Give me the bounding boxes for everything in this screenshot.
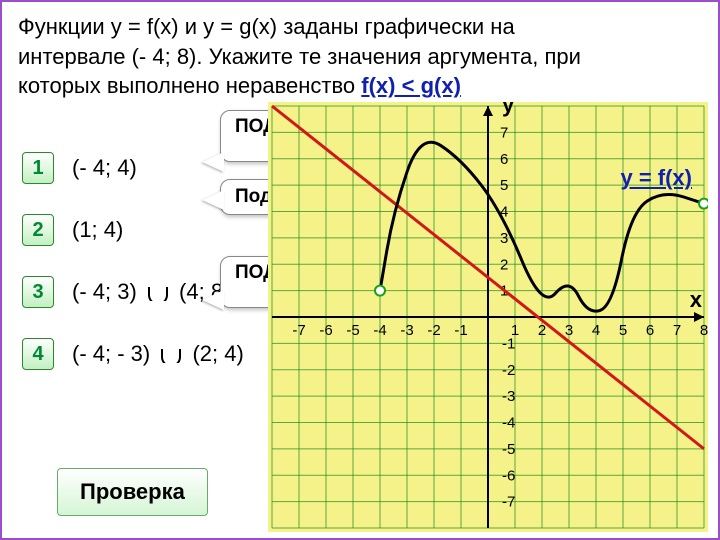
option-4[interactable]: 4 (- 4; - 3) (2; 4): [22, 338, 244, 370]
svg-text:7: 7: [673, 322, 681, 339]
svg-text:-4: -4: [373, 322, 386, 339]
svg-text:-5: -5: [346, 322, 359, 339]
svg-text:6: 6: [646, 322, 654, 339]
coordinate-chart: yx7654321-1-2-3-4-5-6-7-7-6-5-4-3-2-1123…: [268, 102, 708, 532]
svg-text:4: 4: [592, 322, 600, 339]
union-icon: [160, 347, 182, 363]
bubble-tail-icon: [202, 290, 224, 310]
svg-text:y: y: [502, 102, 515, 117]
svg-text:-2: -2: [502, 362, 515, 379]
option-text: (- 4; - 3) (2; 4): [72, 341, 244, 367]
option-number: 4: [22, 338, 54, 370]
svg-text:-2: -2: [427, 322, 440, 339]
question-line1: Функции y = f(x) и y = g(x) заданы графи…: [18, 14, 515, 39]
svg-text:8: 8: [700, 322, 708, 339]
svg-text:-3: -3: [502, 388, 515, 405]
question-line3: которых выполнено неравенство: [18, 73, 361, 98]
option-part-a: (- 4; - 3): [72, 341, 150, 366]
svg-text:2: 2: [500, 256, 508, 273]
question-line2: интервале (- 4; 8). Укажите те значения …: [18, 44, 581, 69]
slide-frame: Функции y = f(x) и y = g(x) заданы графи…: [0, 0, 720, 540]
svg-text:3: 3: [500, 230, 508, 247]
svg-text:-5: -5: [502, 441, 515, 458]
svg-text:1: 1: [511, 322, 519, 339]
check-button[interactable]: Проверка: [57, 468, 208, 516]
option-part-a: (- 4; 3): [72, 279, 137, 304]
option-part-b: (2; 4): [192, 341, 243, 366]
option-text: (1; 4): [72, 217, 123, 243]
svg-text:-4: -4: [502, 415, 515, 432]
svg-text:5: 5: [619, 322, 627, 339]
union-icon: [147, 285, 169, 301]
svg-text:3: 3: [565, 322, 573, 339]
bubble-tail-icon: [202, 190, 224, 210]
svg-text:7: 7: [500, 124, 508, 141]
svg-text:2: 2: [538, 322, 546, 339]
option-number: 2: [22, 214, 54, 246]
svg-text:-6: -6: [319, 322, 332, 339]
option-text: (- 4; 4): [72, 155, 137, 181]
svg-text:-7: -7: [292, 322, 305, 339]
svg-text:-3: -3: [400, 322, 413, 339]
svg-text:6: 6: [500, 151, 508, 168]
svg-text:-6: -6: [502, 467, 515, 484]
option-number: 3: [22, 276, 54, 308]
svg-text:x: x: [690, 287, 703, 312]
bubble-tail-icon: [202, 152, 224, 172]
question-block: Функции y = f(x) и y = g(x) заданы графи…: [2, 2, 718, 105]
f-curve-label: y = f(x): [620, 165, 692, 191]
inequality: f(x) < g(x): [361, 73, 461, 98]
svg-text:-7: -7: [502, 494, 515, 511]
option-number: 1: [22, 152, 54, 184]
option-2[interactable]: 2 (1; 4): [22, 214, 244, 246]
svg-text:-1: -1: [454, 322, 467, 339]
svg-text:5: 5: [500, 177, 508, 194]
